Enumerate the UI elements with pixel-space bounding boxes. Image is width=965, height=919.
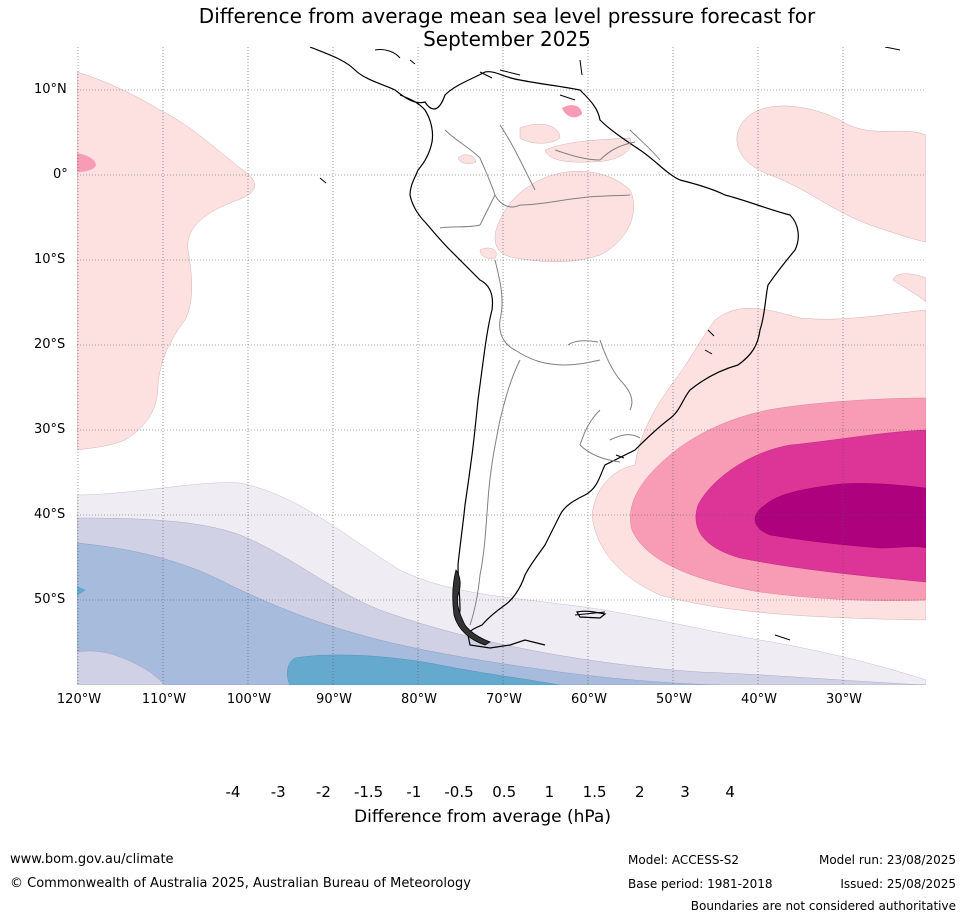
anomaly-region-plus-0.5-guiana [457, 124, 632, 259]
colorbar-tick-label: -4 [225, 783, 241, 801]
colorbar-tick-label: -3 [270, 783, 286, 801]
colorbar-tick-label: 3 [680, 783, 690, 801]
colorbar-tick-label: 1.5 [582, 783, 607, 801]
footer-website[interactable]: www.bom.gov.au/climate [10, 852, 174, 867]
anomaly-region-plus-1-west [77, 153, 96, 172]
lat-label-10s: 10°S [34, 252, 66, 267]
anomaly-region-minus-2 [287, 654, 561, 685]
colorbar-tick-label: -2 [315, 783, 331, 801]
colorbar-tick-label: 1 [544, 783, 555, 801]
lat-label-50s: 50°S [34, 592, 66, 607]
footer-copyright: © Commonwealth of Australia 2025, Austra… [10, 876, 471, 891]
lon-label-60w: 60°W [571, 692, 607, 707]
anomaly-region-plus-1-venezuela [562, 105, 582, 118]
anomaly-region-plus-0.5-west [77, 71, 255, 451]
anomaly-region-plus-0.5-northeast [736, 105, 926, 243]
anomaly-region-minus-1-inner [77, 650, 166, 685]
graticule [77, 47, 926, 685]
footer-model-run: Model run: 23/08/2025 [818, 853, 956, 867]
colorbar-title: Difference from average (hPa) [354, 807, 611, 827]
colorbar-tick-label: 0.5 [492, 783, 517, 801]
forecast-map [77, 47, 926, 685]
anomaly-region-plus-0.5-amazon [494, 171, 634, 262]
lat-label-10n: 10°N [34, 82, 67, 97]
country-borders [439, 124, 661, 626]
lat-label-40s: 40°S [34, 507, 66, 522]
lon-label-100w: 100°W [226, 692, 272, 707]
lon-label-120w: 120°W [56, 692, 102, 707]
colorbar-tick-label: 4 [725, 783, 735, 801]
colorbar-tick-label: -1 [406, 783, 422, 801]
footer-model: Model: ACCESS-S2 [628, 853, 740, 867]
lon-label-110w: 110°W [141, 692, 187, 707]
title-line-2: September 2025 [423, 27, 591, 51]
caribbean-islands [319, 47, 901, 641]
lon-label-80w: 80°W [401, 692, 437, 707]
anomaly-region-plus-2-atlantic [754, 483, 926, 549]
footer-disclaimer: Boundaries are not considered authoritat… [690, 899, 956, 913]
chile-fjords [452, 569, 491, 646]
footer-issued: Issued: 25/08/2025 [840, 877, 956, 891]
colorbar-tick-label: -1.5 [353, 783, 384, 801]
anomaly-region-plus-0.5-east-small [892, 273, 926, 303]
lon-label-50w: 50°W [656, 692, 692, 707]
map-title: Difference from average mean sea level p… [0, 5, 965, 51]
colorbar-tick-label: -0.5 [444, 783, 474, 801]
colorbar-tick-label: 2 [635, 783, 645, 801]
footer-base-period: Base period: 1981-2018 [628, 877, 773, 891]
anomaly-region-minus-2-small [77, 586, 86, 596]
title-line-1: Difference from average mean sea level p… [198, 4, 816, 28]
lon-label-40w: 40°W [741, 692, 777, 707]
lon-label-90w: 90°W [316, 692, 352, 707]
lon-label-30w: 30°W [826, 692, 862, 707]
lat-label-30s: 30°S [34, 422, 66, 437]
lat-label-20s: 20°S [34, 337, 66, 352]
falklands [576, 610, 607, 619]
lat-label-0: 0° [53, 167, 68, 182]
south-america-coastline [309, 47, 799, 649]
lon-label-70w: 70°W [486, 692, 522, 707]
